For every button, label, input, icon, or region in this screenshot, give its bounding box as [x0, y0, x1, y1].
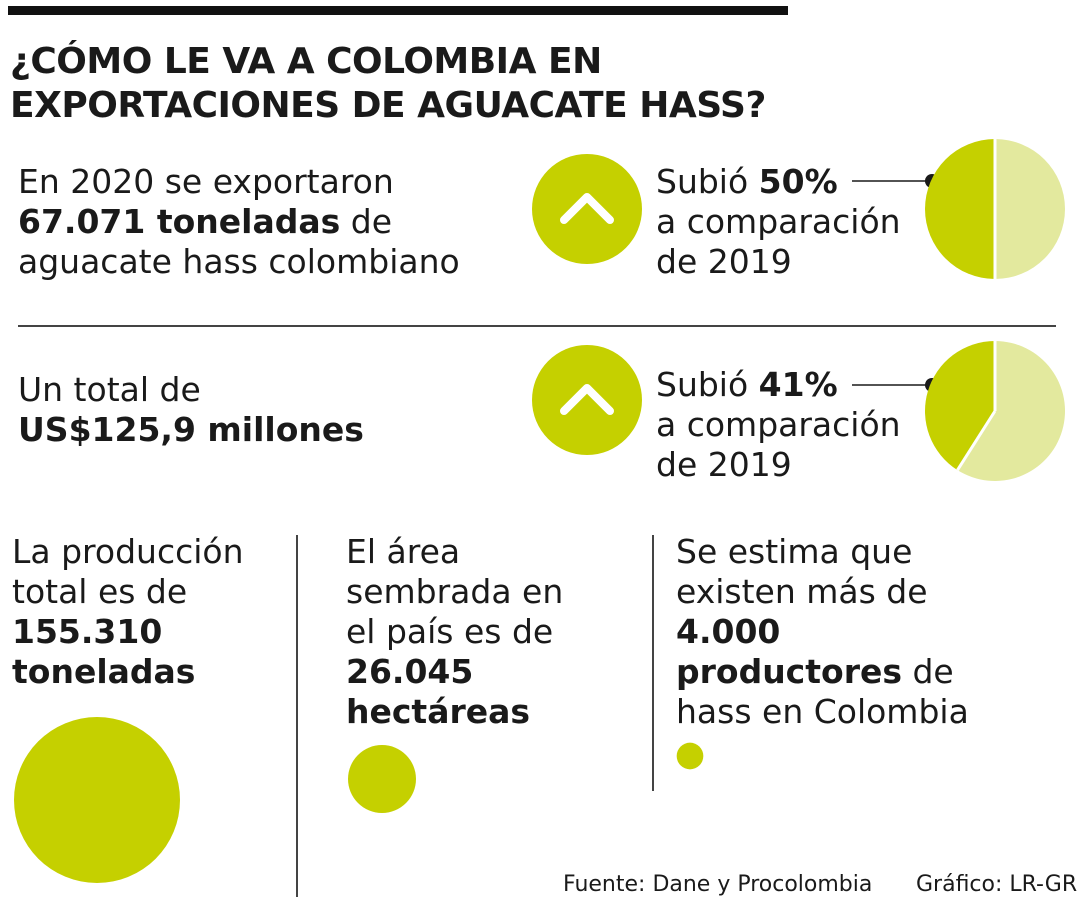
- tons-change-value: 50%: [758, 162, 838, 201]
- title-line-1: ¿CÓMO LE VA A COLOMBIA EN: [10, 41, 602, 82]
- exports-value-stat: Un total de US$125,9 millones: [18, 370, 518, 450]
- area-line-2: sembrada en: [346, 572, 564, 611]
- producers-value: 4.000: [676, 612, 1056, 652]
- production-unit: toneladas: [12, 652, 282, 692]
- bubble-productores: [676, 742, 704, 770]
- production-line-1: La producción: [12, 532, 244, 571]
- value-change-prefix: Subió: [656, 365, 759, 404]
- exports-value-value: US$125,9 millones: [18, 410, 364, 449]
- chevron-up-icon: [532, 154, 642, 264]
- exports-tons-line-3: aguacate hass colombiano: [18, 242, 460, 281]
- area-value-number: 26.045: [346, 652, 474, 691]
- pie-slices: [925, 139, 1065, 279]
- value-change-line-1: Subió 41%: [656, 365, 926, 405]
- tons-change-text: Subió 50% a comparación de 2019: [656, 162, 926, 282]
- exports-value-line-2: US$125,9 millones: [18, 410, 518, 450]
- pie-slices: [925, 341, 1065, 481]
- value-change-line-3: de 2019: [656, 445, 792, 484]
- title-line-2: EXPORTACIONES DE AGUACATE HASS?: [10, 85, 766, 126]
- producers-line-5: hass en Colombia: [676, 692, 969, 731]
- pie-separator: [956, 410, 997, 471]
- bubble-toneladas: [14, 717, 180, 883]
- tons-change-line-3: de 2019: [656, 242, 792, 281]
- source-text: Fuente: Dane y Procolombia: [563, 872, 873, 897]
- column-divider: [652, 535, 654, 791]
- chevron-up-icon: [532, 345, 642, 455]
- credit-text: Gráfico: LR-GR: [916, 872, 1078, 897]
- producers-line-2: existen más de: [676, 572, 928, 611]
- area-value: 26.045: [346, 652, 636, 692]
- producers-stat: Se estima que existen más de 4.000 produ…: [676, 532, 1056, 732]
- area-line-3: el país es de: [346, 612, 554, 651]
- exports-tons-stat: En 2020 se exportaron 67.071 toneladas d…: [18, 162, 518, 282]
- tons-change-line-1: Subió 50%: [656, 162, 926, 202]
- bubble-marks: [14, 717, 704, 883]
- value-change-text: Subió 41% a comparación de 2019: [656, 365, 926, 485]
- area-line-1: El área: [346, 532, 461, 571]
- bubble-hectáreas: [348, 745, 416, 813]
- area-unit: hectáreas: [346, 692, 636, 732]
- exports-tons-line-1: En 2020 se exportaron: [18, 162, 394, 201]
- exports-tons-line-2: 67.071 toneladas de: [18, 202, 518, 242]
- production-stat: La producción total es de 155.310 tonela…: [12, 532, 282, 692]
- tons-change-line-2: a comparación: [656, 202, 901, 241]
- producers-line-4-rest: de: [902, 652, 954, 691]
- producers-value-number: 4.000: [676, 612, 781, 651]
- pie-slice-rest: [995, 139, 1065, 279]
- pie-slice-rest: [957, 341, 1065, 481]
- pie-chart-value: [852, 341, 1065, 481]
- section-divider: [18, 325, 1056, 327]
- pie-slice-highlight: [925, 139, 995, 279]
- column-divider: [296, 535, 298, 897]
- exports-value-line-1: Un total de: [18, 370, 201, 409]
- production-value-number: 155.310: [12, 612, 163, 651]
- area-value-unit: hectáreas: [346, 692, 531, 731]
- value-change-value: 41%: [758, 365, 838, 404]
- tons-change-prefix: Subió: [656, 162, 759, 201]
- area-stat: El área sembrada en el país es de 26.045…: [346, 532, 636, 732]
- production-value-unit: toneladas: [12, 652, 196, 691]
- producers-value-unit: productores: [676, 652, 902, 691]
- production-value: 155.310: [12, 612, 282, 652]
- producers-line-4: productores de: [676, 652, 1056, 692]
- value-change-line-2: a comparación: [656, 405, 901, 444]
- exports-tons-line-2-rest: de: [340, 202, 393, 241]
- pie-chart-tons: [852, 139, 1065, 279]
- production-line-2: total es de: [12, 572, 188, 611]
- exports-tons-value: 67.071 toneladas: [18, 202, 341, 241]
- top-rule: [8, 6, 788, 15]
- bubble-chart: [14, 717, 704, 883]
- producers-line-1: Se estima que: [676, 532, 913, 571]
- page-title: ¿CÓMO LE VA A COLOMBIA EN EXPORTACIONES …: [10, 40, 910, 128]
